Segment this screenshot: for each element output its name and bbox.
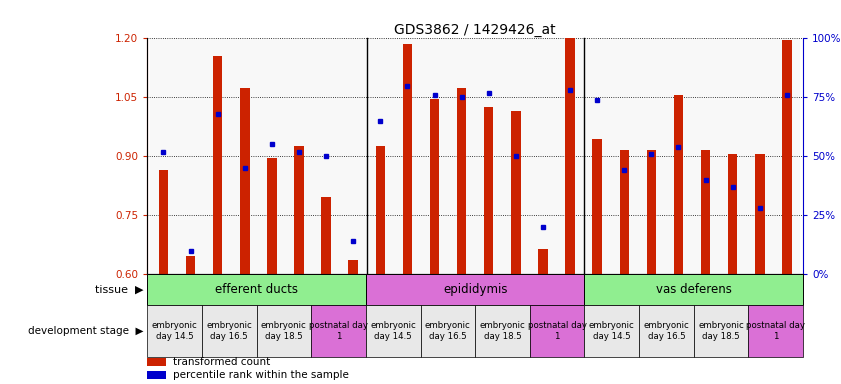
Bar: [637, 38, 692, 274]
Bar: [530, 305, 584, 357]
Bar: [204, 38, 258, 274]
Text: embryonic
day 14.5: embryonic day 14.5: [589, 321, 635, 341]
Bar: [257, 305, 311, 357]
Bar: [620, 151, 629, 274]
Bar: [348, 260, 358, 274]
Bar: [584, 38, 637, 274]
Bar: [639, 305, 694, 357]
Text: tissue  ▶: tissue ▶: [95, 285, 144, 295]
Text: vas deferens: vas deferens: [656, 283, 732, 296]
Bar: [150, 38, 204, 274]
Bar: [294, 146, 304, 274]
Bar: [421, 38, 475, 274]
Bar: [311, 305, 366, 357]
Bar: [692, 38, 746, 274]
Bar: [240, 88, 250, 274]
Text: embryonic
day 16.5: embryonic day 16.5: [643, 321, 690, 341]
Bar: [592, 139, 602, 274]
Bar: [674, 95, 683, 274]
Bar: [584, 274, 803, 305]
Bar: [403, 44, 412, 274]
Bar: [511, 111, 521, 274]
Bar: [538, 248, 547, 274]
Bar: [782, 40, 791, 274]
Text: embryonic
day 18.5: embryonic day 18.5: [479, 321, 526, 341]
Bar: [321, 197, 331, 274]
Bar: [584, 305, 639, 357]
Bar: [267, 158, 277, 274]
Text: embryonic
day 16.5: embryonic day 16.5: [425, 321, 471, 341]
Text: embryonic
day 18.5: embryonic day 18.5: [698, 321, 744, 341]
Text: postnatal day
1: postnatal day 1: [309, 321, 368, 341]
Title: GDS3862 / 1429426_at: GDS3862 / 1429426_at: [394, 23, 556, 37]
Text: efferent ducts: efferent ducts: [215, 283, 298, 296]
Bar: [475, 305, 530, 357]
Bar: [420, 305, 475, 357]
Bar: [457, 88, 467, 274]
Text: postnatal day
1: postnatal day 1: [527, 321, 587, 341]
Bar: [258, 38, 313, 274]
Text: embryonic
day 14.5: embryonic day 14.5: [151, 321, 198, 341]
Bar: [755, 154, 764, 274]
Bar: [159, 170, 168, 274]
Bar: [313, 38, 367, 274]
Bar: [366, 274, 584, 305]
Text: epididymis: epididymis: [443, 283, 507, 296]
Bar: [186, 257, 195, 274]
Bar: [748, 305, 803, 357]
Text: embryonic
day 14.5: embryonic day 14.5: [370, 321, 416, 341]
Bar: [376, 146, 385, 274]
Bar: [565, 38, 574, 274]
Bar: [147, 358, 166, 366]
Bar: [529, 38, 584, 274]
Text: transformed count: transformed count: [173, 357, 271, 367]
Text: percentile rank within the sample: percentile rank within the sample: [173, 370, 349, 380]
Bar: [147, 274, 366, 305]
Bar: [430, 99, 439, 274]
Bar: [647, 151, 656, 274]
Bar: [147, 371, 166, 379]
Bar: [728, 154, 738, 274]
Bar: [701, 151, 711, 274]
Bar: [746, 38, 801, 274]
Bar: [367, 38, 421, 274]
Bar: [147, 305, 202, 357]
Bar: [694, 305, 748, 357]
Text: postnatal day
1: postnatal day 1: [746, 321, 806, 341]
Bar: [366, 305, 420, 357]
Bar: [484, 107, 494, 274]
Bar: [213, 56, 222, 274]
Text: embryonic
day 18.5: embryonic day 18.5: [261, 321, 307, 341]
Text: embryonic
day 16.5: embryonic day 16.5: [206, 321, 252, 341]
Text: development stage  ▶: development stage ▶: [29, 326, 144, 336]
Bar: [475, 38, 529, 274]
Bar: [202, 305, 257, 357]
